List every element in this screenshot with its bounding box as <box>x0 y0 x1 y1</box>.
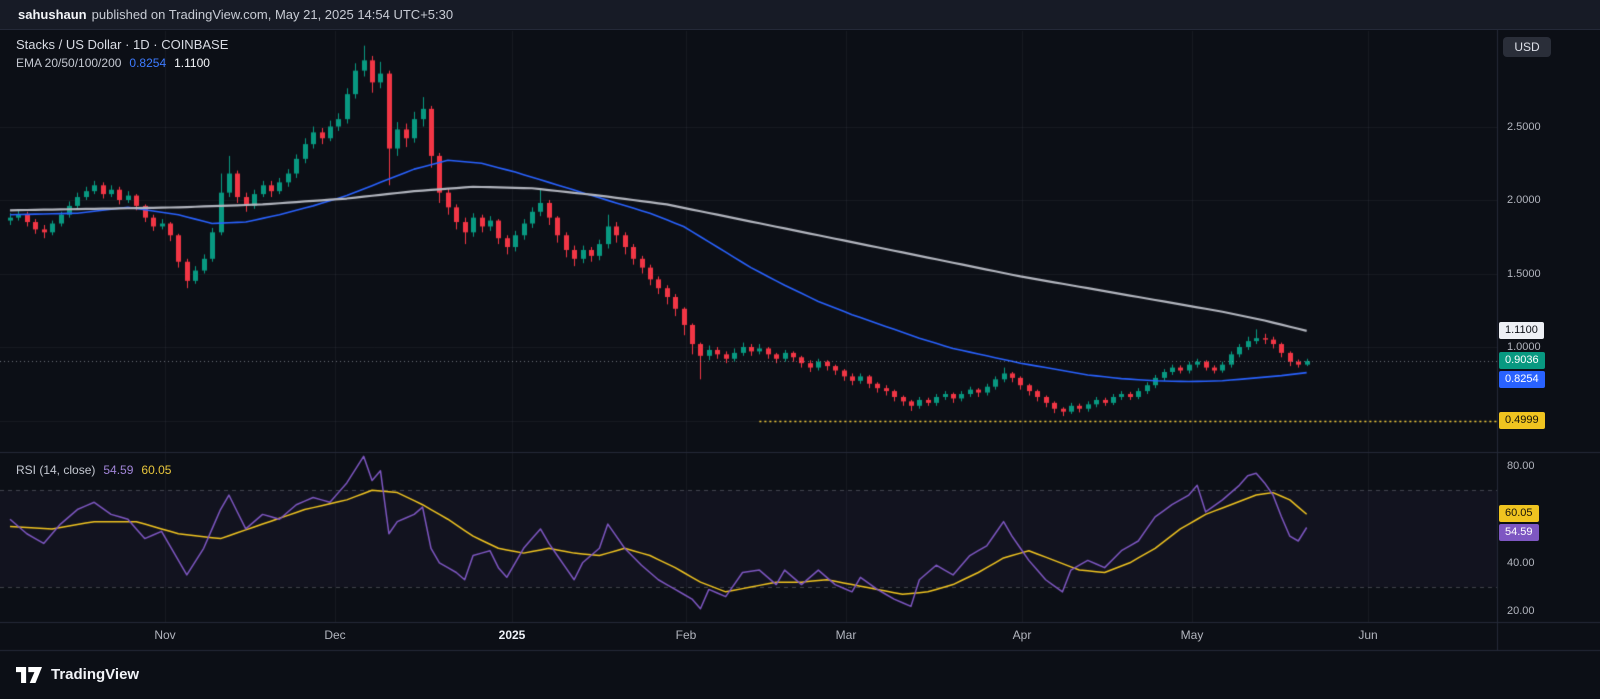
rsi-tick-label: 80.00 <box>1507 460 1535 472</box>
rsi-badge: 54.59 <box>1499 524 1539 541</box>
rsi-ma-value: 60.05 <box>141 463 172 477</box>
time-axis-label: Apr <box>1012 628 1032 642</box>
rsi-tick-label: 40.00 <box>1507 556 1535 569</box>
price-tick-label: 2.5000 <box>1507 120 1541 133</box>
price-tick-label: 1.0000 <box>1507 341 1541 353</box>
rsi-value: 54.59 <box>103 463 134 477</box>
publish-info-text: published on TradingView.com, May 21, 20… <box>91 7 454 22</box>
rsi-indicator-legend: RSI (14, close) 54.59 60.05 <box>16 463 179 477</box>
last-price-badge: 0.9036 <box>1499 352 1545 369</box>
time-axis-label: May <box>1180 628 1204 642</box>
publisher-username: sahushaun <box>18 7 87 22</box>
time-axis-label: Dec <box>324 628 346 642</box>
ema-indicator-row: EMA 20/50/100/200 0.8254 1.1100 <box>16 56 228 70</box>
rsi-indicator-label[interactable]: RSI (14, close) <box>16 463 96 477</box>
rsi-tick-label: 20.00 <box>1507 605 1535 618</box>
price-scale[interactable]: 1.1100 0.9036 0.8254 0.4999 60.05 54.59 … <box>1497 0 1600 699</box>
time-axis-label: Feb <box>675 628 697 642</box>
ema-indicator-label[interactable]: EMA 20/50/100/200 <box>16 56 122 70</box>
ema-slow-value: 1.1100 <box>174 56 210 70</box>
tradingview-brand-link[interactable]: TradingView <box>16 666 139 683</box>
publish-info-bar: sahushaun published on TradingView.com, … <box>0 0 1600 30</box>
price-tick-label: 2.0000 <box>1507 194 1541 206</box>
chart-legend: Stacks / US Dollar · 1D · COINBASE EMA 2… <box>16 37 228 70</box>
ema-fast-price-badge: 0.8254 <box>1499 371 1545 388</box>
price-tick-label: 1.5000 <box>1507 267 1541 280</box>
time-axis-label: Jun <box>1358 628 1378 642</box>
currency-button-usd[interactable]: USD <box>1503 37 1551 57</box>
tradingview-logo-icon <box>16 666 42 683</box>
footer-bar: TradingView <box>0 650 1600 699</box>
time-axis[interactable]: Nov Dec 2025 Feb Mar Apr May Jun <box>0 622 1497 650</box>
symbol-title[interactable]: Stacks / US Dollar · 1D · COINBASE <box>16 37 229 52</box>
tradingview-brand-text: TradingView <box>51 666 140 683</box>
time-axis-label: Nov <box>154 628 176 642</box>
rsi-ma-badge: 60.05 <box>1499 505 1539 522</box>
ema-slow-price-badge: 1.1100 <box>1499 322 1544 339</box>
support-level-badge: 0.4999 <box>1499 412 1545 429</box>
ema-fast-value: 0.8254 <box>129 56 167 70</box>
time-axis-label: Mar <box>835 628 857 642</box>
time-axis-label: 2025 <box>498 628 526 642</box>
